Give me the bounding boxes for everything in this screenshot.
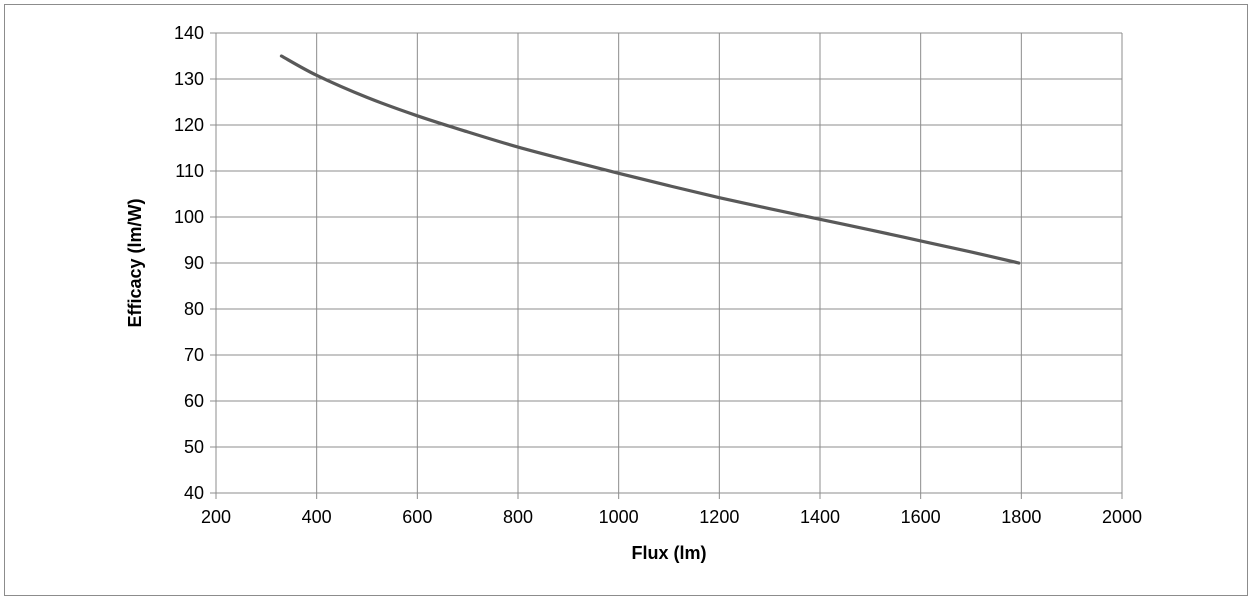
- x-tick-label: 200: [201, 507, 231, 527]
- y-axis-title: Efficacy (lm/W): [125, 198, 145, 327]
- x-tick-label: 600: [402, 507, 432, 527]
- x-tick-label: 1200: [699, 507, 739, 527]
- x-axis-title: Flux (lm): [632, 543, 707, 563]
- x-tick-label: 400: [302, 507, 332, 527]
- axis-layer: [210, 32, 1123, 499]
- label-layer: 40 50 60 70 80 90 100 110 120 130 140 200 400 600 800 1…: [174, 23, 1142, 527]
- y-tick-label: 50: [184, 437, 204, 457]
- series-layer: [279, 54, 1021, 265]
- y-tick-label: 60: [184, 391, 204, 411]
- y-tick-label: 40: [184, 483, 204, 503]
- y-tick-label: 70: [184, 345, 204, 365]
- series-line: [279, 54, 1021, 265]
- y-tick-label: 140: [174, 23, 204, 43]
- chart-frame: 40 50 60 70 80 90 100 110 120 130 140 200 400 600 800 1…: [4, 4, 1248, 596]
- y-tick-label: 80: [184, 299, 204, 319]
- y-tick-label: 130: [174, 69, 204, 89]
- y-tick-label: 110: [175, 161, 204, 181]
- x-tick-label: 1000: [599, 507, 639, 527]
- y-tick-label: 120: [174, 115, 204, 135]
- x-tick-label: 1600: [901, 507, 941, 527]
- x-tick-label: 1800: [1001, 507, 1041, 527]
- y-tick-label: 90: [184, 253, 204, 273]
- x-tick-label: 800: [503, 507, 533, 527]
- y-tick-label: 100: [174, 207, 204, 227]
- chart-canvas: 40 50 60 70 80 90 100 110 120 130 140 200 400 600 800 1…: [125, 23, 1142, 563]
- x-tick-label: 1400: [800, 507, 840, 527]
- grid-layer: [215, 32, 1123, 494]
- x-tick-label: 2000: [1102, 507, 1142, 527]
